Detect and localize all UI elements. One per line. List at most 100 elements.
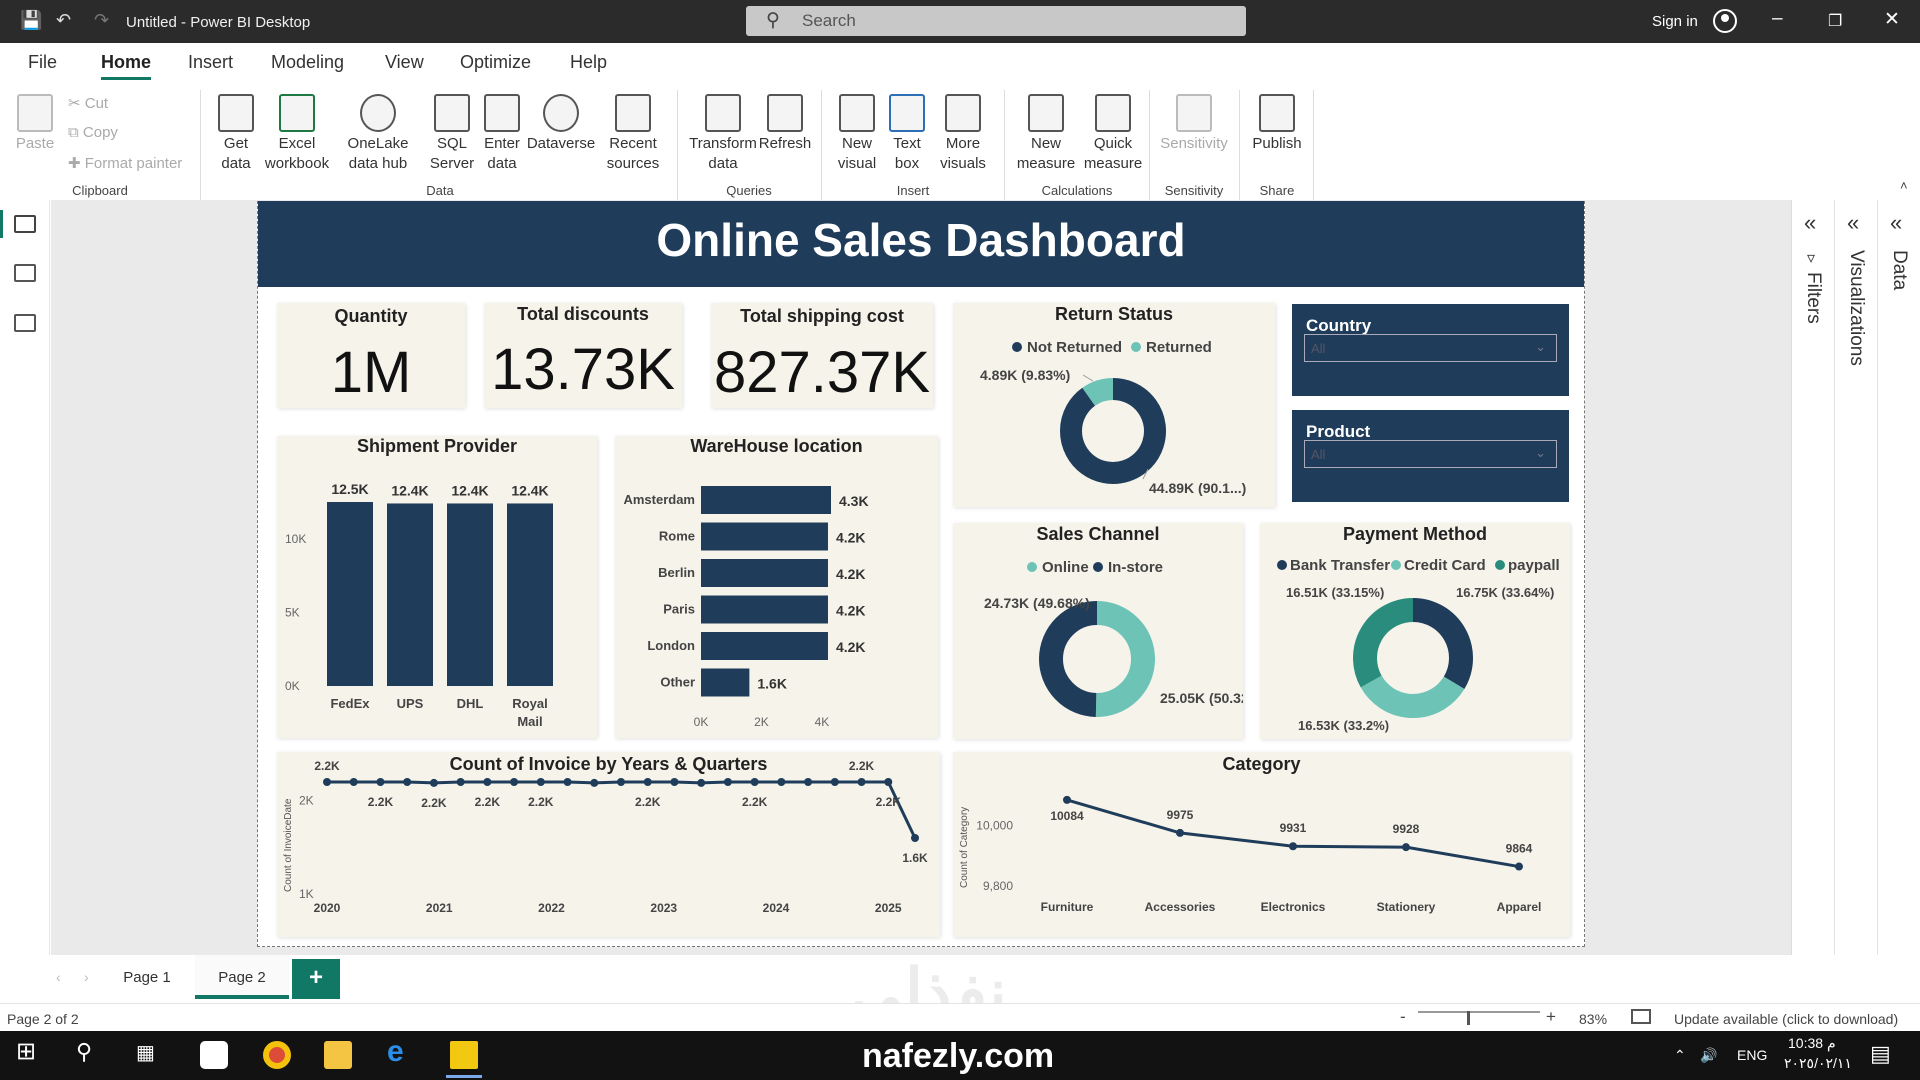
copy-button[interactable]: ⧉ Copy — [68, 124, 118, 141]
new-measure-button[interactable]: New measure — [1012, 94, 1080, 174]
zoom-slider[interactable] — [1418, 1011, 1540, 1013]
sql-server-button[interactable]: SQL Server — [426, 94, 478, 174]
recent-sources-button[interactable]: Recent sources — [596, 94, 670, 174]
group-separator — [677, 90, 678, 200]
tab-optimize[interactable]: Optimize — [460, 52, 532, 72]
slicer-dropdown[interactable]: All ⌄ — [1304, 334, 1557, 362]
search-icon[interactable]: ⚲ — [76, 1039, 93, 1064]
visual-sales-channel[interactable]: Sales Channel Online In-store 24.73K (49… — [953, 523, 1243, 739]
zoom-slider-thumb[interactable] — [1467, 1011, 1470, 1025]
slicer-product[interactable]: Product All ⌄ — [1292, 410, 1569, 502]
slicer-country[interactable]: Country All ⌄ — [1292, 304, 1569, 396]
notifications-icon[interactable]: ▤ — [1870, 1041, 1891, 1066]
kpi-card-quantity[interactable]: Quantity 1M — [277, 303, 465, 408]
dataverse-button[interactable]: Dataverse — [526, 94, 596, 154]
zoom-out-icon[interactable]: - — [1400, 1007, 1406, 1026]
task-view-icon[interactable]: ▦ — [136, 1042, 155, 1064]
filters-pane[interactable]: « ▿ Filters — [1792, 200, 1835, 955]
language-indicator[interactable]: ENG — [1737, 1047, 1768, 1063]
next-page-icon[interactable]: › — [84, 969, 89, 985]
zoom-in-icon[interactable]: + — [1546, 1007, 1556, 1026]
data-pane[interactable]: « Data — [1878, 200, 1920, 955]
visual-category[interactable]: Category 9,800 10,000 Count of Category 100… — [953, 752, 1570, 937]
page-tab-1[interactable]: Page 1 — [123, 969, 171, 986]
paste-button[interactable]: Paste — [14, 94, 56, 154]
publish-button[interactable]: Publish — [1248, 94, 1306, 154]
clock-date[interactable]: ٢٠٢٥/٠٢/١١ — [1784, 1055, 1852, 1071]
format-painter-button[interactable]: ✚ Format painter — [68, 154, 182, 172]
x-tick-label: Electronics — [1261, 900, 1326, 914]
fit-to-page-icon[interactable] — [1631, 1009, 1651, 1024]
kpi-card-total-discounts[interactable]: Total discounts 13.73K — [484, 303, 682, 408]
tab-home[interactable]: Home — [101, 52, 152, 80]
model-view-icon[interactable] — [14, 314, 36, 332]
tab-help[interactable]: Help — [570, 52, 608, 72]
clock-time[interactable]: 10:38 م — [1788, 1035, 1836, 1051]
line-point — [323, 778, 331, 786]
line-point — [857, 778, 866, 786]
sign-in-link[interactable]: Sign in — [1652, 13, 1698, 30]
legend-in-store: In-store — [1108, 559, 1163, 576]
collapse-ribbon-icon[interactable]: ˄ — [1900, 178, 1908, 193]
power-bi-taskbar-icon[interactable] — [446, 1041, 482, 1078]
search-box[interactable]: ⚲ Search — [746, 6, 1246, 36]
visual-warehouse-location[interactable]: WareHouse location Amsterdam 4.3K Rome 4.2K… — [615, 436, 938, 738]
restore-icon[interactable]: ❐ — [1828, 13, 1843, 30]
transform-data-button[interactable]: Transform data — [684, 94, 762, 174]
more-visuals-button[interactable]: More visuals — [930, 94, 996, 174]
camera-app-icon[interactable] — [200, 1041, 228, 1069]
redo-icon[interactable]: ↷ — [94, 10, 110, 30]
table-view-icon[interactable] — [14, 264, 36, 282]
edge-icon[interactable]: e — [387, 1035, 404, 1068]
close-icon[interactable]: ✕ — [1884, 9, 1900, 30]
windows-start-icon[interactable]: ⊞ — [16, 1038, 37, 1065]
chevron-double-left-icon[interactable]: « — [1804, 210, 1817, 235]
line-point — [911, 834, 919, 842]
tab-insert[interactable]: Insert — [188, 52, 234, 72]
x-tick-label: Furniture — [1041, 900, 1094, 914]
quick-measure-button[interactable]: Quick measure — [1080, 94, 1146, 174]
tab-modeling[interactable]: Modeling — [271, 52, 345, 72]
invoice-line-chart: 1K 2K Count of InvoiceDate 2.2K 2.2K 2.2K 2.2K… — [283, 759, 928, 915]
update-available-link[interactable]: Update available (click to download) — [1674, 1011, 1899, 1027]
sensitivity-button[interactable]: Sensitivity — [1156, 94, 1232, 154]
legend-not-returned: Not Returned — [1027, 339, 1122, 356]
paste-label: Paste — [15, 135, 55, 152]
new-visual-button[interactable]: New visual — [830, 94, 884, 174]
enter-data-button[interactable]: Enter data — [478, 94, 526, 174]
visual-payment-method[interactable]: Payment Method Bank Transfer Credit Card… — [1260, 523, 1570, 739]
report-view-icon[interactable] — [14, 215, 36, 233]
tab-view[interactable]: View — [385, 52, 424, 72]
text-box-button[interactable]: Text box — [884, 94, 930, 174]
minimize-icon[interactable]: – — [1772, 8, 1783, 29]
page-tab-2[interactable]: Page 2 — [195, 955, 289, 999]
file-explorer-icon[interactable] — [324, 1041, 352, 1069]
kpi-card-total-shipping-cost[interactable]: Total shipping cost 827.37K — [711, 303, 933, 408]
visualizations-pane[interactable]: « Visualizations — [1835, 200, 1878, 955]
ribbon: Paste ✂ Cut ⧉ Copy ✚ Format painter Clip… — [0, 86, 1920, 200]
x-tick-label: 4K — [815, 715, 830, 729]
visual-shipment-provider[interactable]: Shipment Provider 0K 5K 10K 12.5K FedEx 12.4K… — [277, 436, 597, 738]
chrome-icon[interactable] — [263, 1041, 291, 1069]
get-data-button[interactable]: Get data — [208, 94, 264, 174]
tab-file[interactable]: File — [28, 52, 58, 72]
slicer-dropdown[interactable]: All ⌄ — [1304, 440, 1557, 468]
add-page-button[interactable]: + — [292, 959, 340, 999]
save-icon[interactable]: 💾 — [20, 10, 43, 30]
visual-return-status[interactable]: Return Status Not Returned Returned 4.89… — [953, 303, 1275, 507]
excel-workbook-button[interactable]: Excel workbook — [262, 94, 332, 174]
onelake-data-hub-button[interactable]: OneLake data hub — [332, 94, 424, 174]
tray-chevron-icon[interactable]: ⌃ — [1674, 1047, 1686, 1063]
onelake-icon — [360, 94, 396, 132]
avatar-icon[interactable] — [1713, 9, 1737, 33]
chevron-double-left-icon[interactable]: « — [1890, 210, 1903, 235]
chevron-double-left-icon[interactable]: « — [1847, 210, 1860, 235]
undo-icon[interactable]: ↶ — [56, 10, 72, 30]
prev-page-icon[interactable]: ‹ — [56, 969, 61, 985]
watermark-latin: nafezly.com — [862, 1037, 1055, 1075]
visual-invoice-count[interactable]: Count of Invoice by Years & Quarters 1K 2… — [277, 752, 940, 937]
refresh-button[interactable]: Refresh — [756, 94, 814, 154]
volume-icon[interactable]: 🔊 — [1700, 1047, 1718, 1063]
cut-button[interactable]: ✂ Cut — [68, 94, 108, 112]
more-visuals-label: More visuals — [940, 135, 986, 172]
